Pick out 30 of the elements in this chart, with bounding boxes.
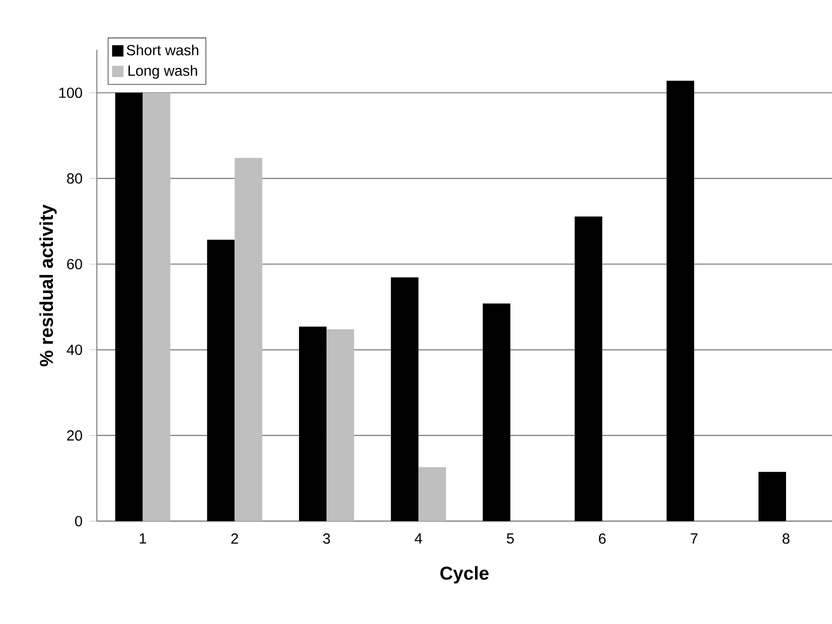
bar (418, 467, 446, 522)
bar (390, 277, 418, 522)
bar (234, 158, 262, 522)
y-tick-label: 80 (67, 173, 82, 184)
x-tick-label: 8 (782, 533, 790, 544)
bar (142, 92, 170, 522)
x-tick-label: 4 (414, 533, 422, 544)
x-tick-label: 1 (140, 533, 146, 544)
bar (574, 216, 602, 522)
x-tick-label: 2 (231, 533, 238, 544)
legend-label: Short wash (126, 44, 198, 56)
x-tick-label: 6 (598, 533, 606, 544)
x-tick-label: 5 (506, 533, 514, 544)
bar (666, 80, 694, 522)
y-tick-label: 20 (67, 430, 82, 441)
x-axis-title: Cycle (440, 566, 489, 584)
bar (326, 329, 354, 522)
bar (115, 92, 143, 522)
legend-label: Long wash (128, 65, 198, 79)
bar (207, 240, 235, 522)
y-tick-label: 60 (67, 258, 82, 270)
bar (298, 326, 327, 522)
x-tick-label: 7 (690, 533, 698, 544)
y-tick-label: 40 (66, 344, 82, 355)
bar (758, 472, 786, 522)
bar (482, 304, 510, 522)
y-tick-label: 100 (59, 88, 82, 98)
y-axis-title: % residual activity (39, 204, 57, 366)
x-tick-label: 3 (323, 533, 330, 544)
y-tick-label: 0 (75, 516, 82, 526)
